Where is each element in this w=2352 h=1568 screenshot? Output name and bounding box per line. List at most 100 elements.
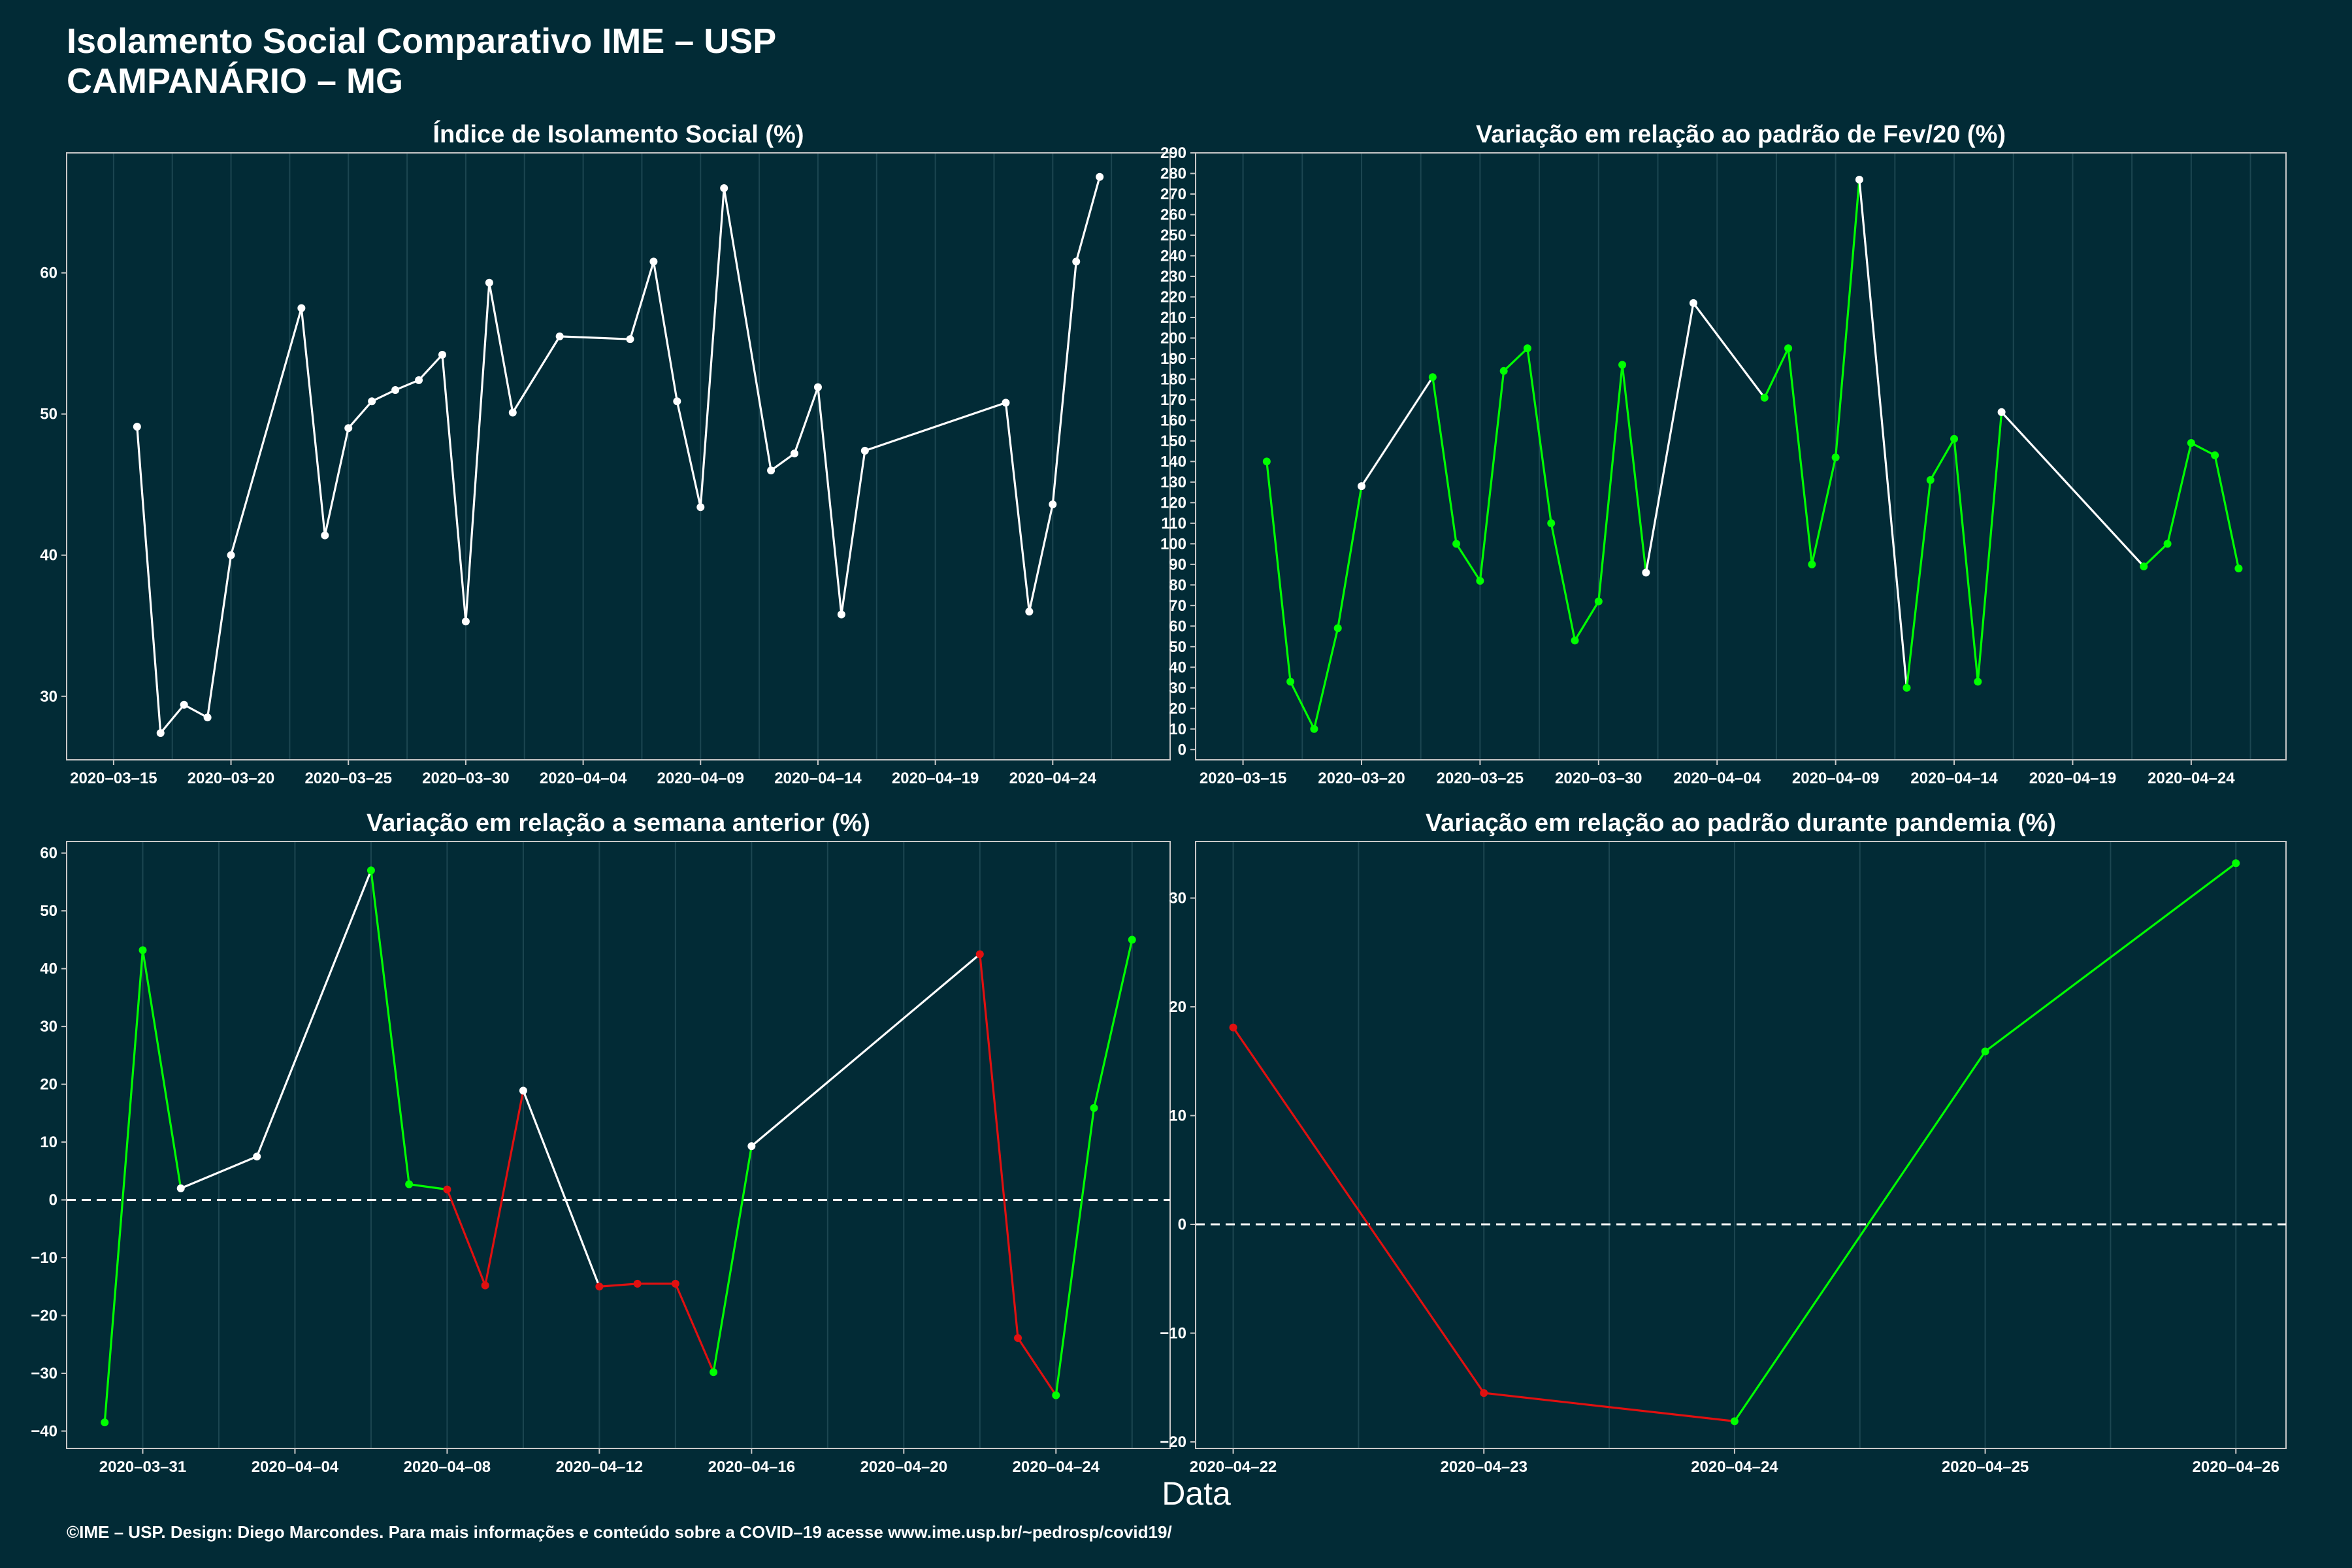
y-tick-label: 30	[1169, 890, 1186, 907]
data-point	[367, 866, 375, 875]
series-segment	[1550, 522, 1576, 642]
data-point	[1072, 257, 1081, 266]
panel-title: Variação em relação ao padrão de Fev/20 …	[1476, 121, 2006, 148]
series-segment	[1004, 401, 1030, 613]
y-tick-label: 50	[1169, 638, 1186, 656]
data-point	[1096, 172, 1104, 181]
data-point	[649, 257, 658, 266]
series-segment	[750, 953, 981, 1147]
y-tick-label: 160	[1160, 412, 1186, 429]
data-point	[1784, 344, 1793, 353]
data-point	[101, 1418, 109, 1427]
y-tick-label: 40	[1169, 659, 1186, 676]
series-segment	[2190, 442, 2216, 457]
chart-title-line2: CAMPANÁRIO – MG	[67, 61, 404, 101]
data-point	[368, 397, 376, 406]
series-segment	[1478, 370, 1505, 582]
series-segment	[136, 425, 162, 734]
x-tick-label: 2020–04–19	[2029, 770, 2116, 787]
data-point	[344, 424, 353, 433]
data-point	[1229, 1023, 1237, 1032]
y-tick-label: 50	[40, 406, 57, 423]
panel-border	[66, 841, 1171, 1449]
series-segment	[1953, 438, 1979, 683]
series-segment	[347, 400, 373, 429]
y-tick-label: 0	[1178, 1216, 1186, 1233]
data-point	[1981, 1047, 1989, 1056]
chart-title-line1: Isolamento Social Comparativo IME – USP	[67, 22, 777, 61]
data-point	[975, 950, 984, 958]
y-tick-label: −40	[31, 1422, 57, 1440]
series-segment	[488, 282, 514, 414]
data-point	[133, 423, 141, 431]
series-segment	[465, 282, 491, 623]
series-segment	[1028, 503, 1054, 613]
data-point	[1855, 175, 1863, 184]
series-segment	[300, 307, 326, 537]
x-tick-label: 2020–04–04	[1673, 770, 1761, 787]
x-tick-label: 2020–04–24	[1691, 1458, 1778, 1476]
y-tick-label: 60	[1169, 617, 1186, 635]
series-segment	[1905, 479, 1932, 689]
x-tick-label: 2020–04–09	[657, 770, 744, 787]
x-tick-label: 2020–04–12	[556, 1458, 643, 1476]
data-point	[1689, 299, 1697, 307]
data-point	[1333, 624, 1342, 632]
data-point	[813, 383, 822, 391]
series-segment	[559, 335, 632, 340]
y-tick-label: 0	[1178, 741, 1186, 759]
y-tick-label: 200	[1160, 329, 1186, 347]
x-tick-label: 2020–04–04	[252, 1458, 339, 1476]
y-tick-label: 190	[1160, 350, 1186, 368]
data-point	[1476, 577, 1484, 585]
data-point	[1128, 936, 1136, 944]
y-tick-label: 110	[1161, 515, 1186, 532]
y-tick-label: 40	[40, 547, 57, 564]
series-segment	[370, 869, 410, 1186]
data-point	[139, 946, 147, 955]
series-segment	[1526, 347, 1552, 525]
series-segment	[1692, 302, 1766, 399]
panel-title: Variação em relação a semana anterior (%…	[367, 809, 870, 837]
series-segment	[1810, 456, 1837, 566]
y-tick-label: 80	[1169, 576, 1186, 594]
x-tick-label: 2020–04–24	[1009, 770, 1097, 787]
data-point	[203, 713, 212, 722]
series-segment	[1787, 347, 1813, 566]
series-segment	[1858, 178, 1908, 689]
series-segment	[1644, 302, 1695, 574]
x-tick-label: 2020–03–15	[70, 770, 157, 787]
series-segment	[676, 400, 702, 508]
x-tick-label: 2020–03–30	[422, 770, 509, 787]
series-segment	[1017, 1337, 1057, 1397]
data-point	[1090, 1103, 1098, 1112]
panel-pandemia: Variação em relação ao padrão durante pa…	[1160, 809, 2287, 1476]
data-point	[791, 449, 799, 458]
data-point	[443, 1185, 451, 1194]
panel-fev20: Variação em relação ao padrão de Fev/20 …	[1160, 121, 2287, 787]
data-point	[415, 376, 423, 384]
series-segment	[1929, 438, 1955, 482]
series-segment	[1976, 411, 2003, 683]
data-point	[1903, 683, 1911, 692]
series-segment	[1337, 485, 1363, 630]
y-tick-label: 40	[40, 960, 57, 978]
data-point	[671, 1279, 679, 1288]
series-segment	[370, 389, 397, 402]
series-segment	[394, 379, 420, 391]
series-segment	[1482, 1392, 1736, 1422]
data-point	[633, 1279, 642, 1288]
series-segment	[979, 953, 1019, 1339]
data-point	[519, 1086, 527, 1095]
data-point	[595, 1282, 604, 1291]
y-tick-label: −20	[1160, 1433, 1186, 1451]
data-point	[1642, 568, 1650, 577]
data-point	[555, 332, 564, 340]
series-segment	[1597, 363, 1624, 603]
x-axis-label: Data	[1162, 1475, 1231, 1512]
x-tick-label: 2020–03–25	[304, 770, 391, 787]
y-tick-label: 60	[40, 265, 57, 282]
x-tick-label: 2020–04–24	[1013, 1458, 1100, 1476]
data-point	[1950, 434, 1959, 443]
x-tick-label: 2020–03–30	[1555, 770, 1642, 787]
